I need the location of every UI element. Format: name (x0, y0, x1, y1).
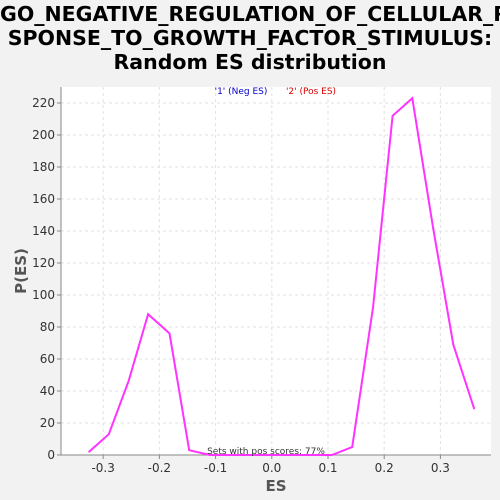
y-tick-label: 180 (32, 160, 55, 174)
series-group (88, 96, 476, 456)
data-point (473, 407, 475, 410)
data-point (188, 449, 191, 452)
data-point (88, 450, 90, 453)
data-point (391, 114, 394, 117)
series-line (88, 96, 476, 456)
data-point (311, 454, 314, 456)
data-point (372, 306, 374, 309)
chart-title: GO_NEGATIVE_REGULATION_OF_CELLULAR_RE SP… (0, 2, 500, 74)
legend-entry-pos: '2' (Pos ES) (286, 87, 336, 97)
data-point (291, 454, 293, 456)
y-tick-label: 20 (40, 416, 55, 430)
data-point (209, 454, 211, 456)
x-tick-label: 0.1 (318, 461, 337, 475)
y-tick-label: 0 (47, 448, 55, 462)
grid-lines (61, 87, 491, 456)
data-point (250, 454, 253, 456)
y-tick-label: 140 (32, 224, 55, 238)
x-tick-label: 0.2 (375, 461, 394, 475)
legend-entry-neg: '1' (Neg ES) (215, 87, 268, 97)
data-point (432, 226, 434, 229)
x-axis-title: ES (265, 477, 286, 495)
x-tick-label: -0.1 (204, 461, 227, 475)
y-tick-label: 100 (32, 288, 55, 302)
y-tick-label: 60 (40, 352, 55, 366)
x-tick-label: 0.3 (431, 461, 450, 475)
chart-title-line-2: SPONSE_TO_GROWTH_FACTOR_STIMULUS: (7, 26, 493, 50)
y-tick-label: 160 (32, 192, 55, 206)
y-tick-label: 40 (40, 384, 55, 398)
y-ticks: 0 20 40 60 80 100 120 140 160 180 200 220 (32, 96, 61, 462)
data-point (107, 433, 110, 436)
chart-title-line-3: Random ES distribution (113, 50, 387, 74)
y-tick-label: 200 (32, 128, 55, 142)
chart-title-line-1: GO_NEGATIVE_REGULATION_OF_CELLULAR_RE (0, 2, 500, 26)
y-tick-label: 120 (32, 256, 55, 270)
data-point (229, 454, 232, 456)
y-tick-label: 80 (40, 320, 55, 334)
data-point (452, 343, 455, 346)
x-tick-label: -0.2 (148, 461, 171, 475)
data-point (351, 446, 354, 448)
x-tick-label: -0.3 (91, 461, 114, 475)
data-point (147, 313, 150, 316)
y-tick-label: 220 (32, 96, 55, 110)
data-point (270, 454, 273, 456)
data-point (168, 332, 171, 335)
x-tick-label: 0.0 (262, 461, 281, 475)
x-ticks: -0.3 -0.2 -0.1 0.0 0.1 0.2 0.3 (91, 455, 450, 475)
data-point (127, 380, 130, 383)
y-axis-title: P(ES) (12, 248, 30, 294)
pos-scores-annotation: Sets with pos scores: 77% (207, 447, 325, 457)
plot-area (61, 87, 491, 455)
data-point (411, 97, 414, 100)
data-point (331, 454, 333, 456)
